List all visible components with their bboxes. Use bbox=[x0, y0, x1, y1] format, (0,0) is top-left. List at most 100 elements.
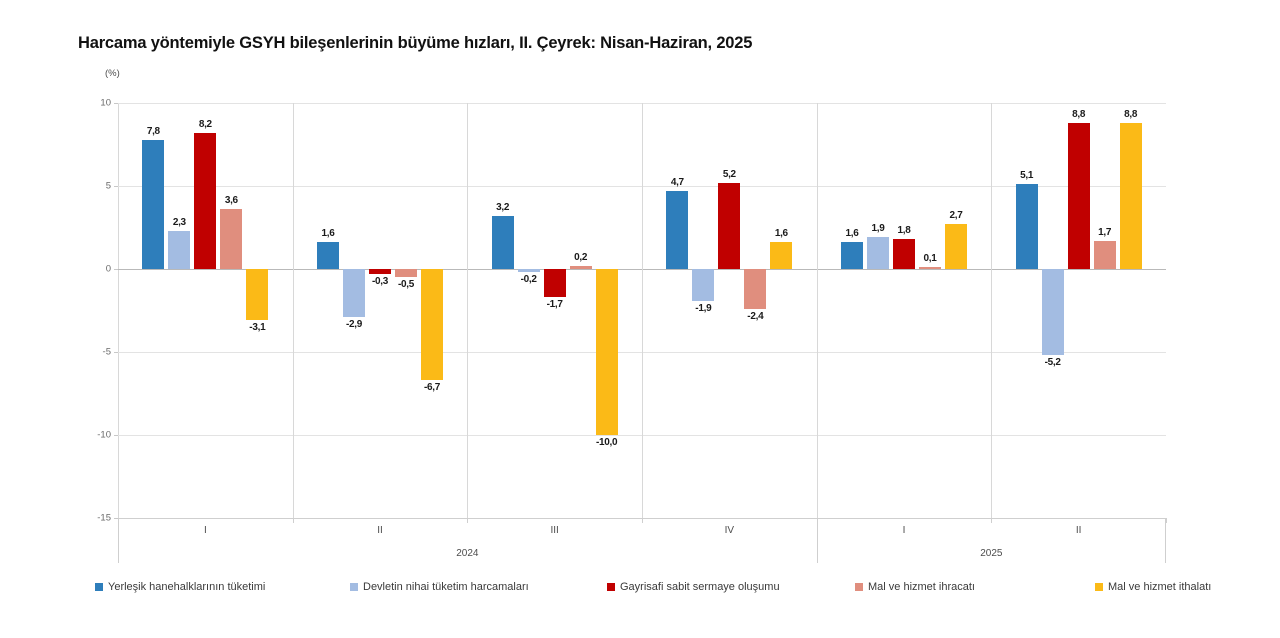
bar-value-label: 1,6 bbox=[774, 228, 788, 240]
bar-group: 5,1 -5,2 8,8 1,7 8,8 bbox=[991, 103, 1166, 518]
y-tick-mark bbox=[114, 103, 118, 104]
bar-value-label: 1,6 bbox=[321, 228, 335, 240]
bar[interactable] bbox=[420, 269, 443, 381]
y-tick-mark bbox=[114, 518, 118, 519]
x-tick-mark bbox=[467, 518, 469, 523]
y-axis-line bbox=[118, 103, 119, 518]
bar[interactable] bbox=[517, 269, 540, 273]
x-axis-right-end bbox=[1165, 518, 1166, 563]
bar[interactable] bbox=[770, 242, 793, 269]
x-quarter-label: II bbox=[1075, 525, 1082, 536]
legend-item[interactable]: Gayrisafi sabit sermaye oluşumu bbox=[607, 581, 780, 593]
group-separator bbox=[642, 103, 643, 518]
bar-value-label: -5,2 bbox=[1044, 357, 1061, 369]
bar[interactable] bbox=[1041, 269, 1064, 356]
bar[interactable] bbox=[569, 265, 592, 269]
page-title: Harcama yöntemiyle GSYH bileşenlerinin b… bbox=[78, 34, 753, 52]
bar[interactable] bbox=[1015, 184, 1038, 269]
bar-value-label: 2,3 bbox=[172, 216, 186, 228]
bar[interactable] bbox=[543, 269, 566, 298]
bar[interactable] bbox=[246, 269, 269, 321]
bar-value-label: 8,2 bbox=[198, 118, 212, 130]
bar-value-label: 8,8 bbox=[1072, 108, 1086, 120]
bar[interactable] bbox=[918, 267, 941, 270]
y-tick-label: -5 bbox=[102, 346, 111, 358]
bar-value-label: 5,1 bbox=[1020, 170, 1034, 182]
y-tick-mark bbox=[114, 186, 118, 187]
legend-item[interactable]: Devletin nihai tüketim harcamaları bbox=[350, 581, 529, 593]
bar[interactable] bbox=[220, 209, 243, 269]
bar-value-label: -1,7 bbox=[546, 299, 563, 311]
group-separator bbox=[816, 103, 818, 518]
y-tick-label: 10 bbox=[100, 97, 111, 109]
x-quarter-label: I bbox=[902, 525, 906, 536]
bar[interactable] bbox=[666, 190, 689, 269]
bar-value-label: -0,2 bbox=[520, 274, 537, 286]
bar[interactable] bbox=[1093, 240, 1116, 269]
bar[interactable] bbox=[892, 239, 915, 269]
bar[interactable] bbox=[394, 269, 417, 278]
axis-unit-label: (%) bbox=[105, 68, 120, 79]
bar[interactable] bbox=[316, 242, 339, 269]
bar[interactable] bbox=[840, 242, 863, 269]
x-quarter-label: I bbox=[203, 525, 207, 536]
x-axis: I II III IV I II 2024 2025 bbox=[118, 518, 1167, 570]
year-separator bbox=[118, 518, 119, 563]
x-quarter-label: IV bbox=[724, 525, 735, 536]
y-tick-label: -10 bbox=[97, 429, 111, 441]
legend-item[interactable]: Mal ve hizmet ithalatı bbox=[1095, 581, 1211, 593]
group-separator bbox=[292, 103, 294, 518]
y-tick-label: 0 bbox=[105, 263, 111, 275]
bar-value-label: 1,9 bbox=[871, 223, 885, 235]
bar[interactable] bbox=[866, 237, 889, 269]
bar-group: 1,6 1,9 1,8 0,1 2,7 bbox=[817, 103, 992, 518]
legend-swatch-icon bbox=[607, 583, 615, 591]
bar-value-label: 3,2 bbox=[496, 201, 510, 213]
bar-value-label: 8,8 bbox=[1124, 108, 1138, 120]
bar[interactable] bbox=[692, 269, 715, 301]
x-tick-mark bbox=[991, 518, 993, 523]
legend-label: Devletin nihai tüketim harcamaları bbox=[363, 581, 529, 593]
group-separator bbox=[467, 103, 469, 518]
bar-value-label: -3,1 bbox=[249, 322, 266, 334]
bar[interactable] bbox=[595, 269, 618, 435]
x-tick-mark bbox=[1166, 518, 1167, 523]
bar-value-label: 1,8 bbox=[897, 225, 911, 237]
bar-value-label: -0,5 bbox=[397, 279, 414, 291]
x-tick-mark bbox=[292, 518, 294, 523]
y-tick-mark bbox=[114, 352, 118, 353]
y-tick-mark bbox=[114, 435, 118, 436]
bar[interactable] bbox=[368, 269, 391, 274]
bar-value-label: 0,1 bbox=[923, 253, 937, 265]
bar[interactable] bbox=[944, 224, 967, 269]
bar[interactable] bbox=[142, 139, 165, 269]
legend-label: Gayrisafi sabit sermaye oluşumu bbox=[620, 581, 780, 593]
bar[interactable] bbox=[1067, 122, 1090, 269]
bar-value-label: -2,4 bbox=[747, 310, 764, 322]
bar[interactable] bbox=[342, 269, 365, 318]
legend-item[interactable]: Mal ve hizmet ihracatı bbox=[855, 581, 975, 593]
bar-value-label: 7,8 bbox=[146, 125, 160, 137]
bar-group: 1,6 -2,9 -0,3 -0,5 -6,7 bbox=[293, 103, 468, 518]
legend-item[interactable]: Yerleşik hanehalklarının tüketimi bbox=[95, 581, 265, 593]
bar-value-label: 2,7 bbox=[949, 210, 963, 222]
x-year-label: 2025 bbox=[980, 548, 1003, 559]
bar-value-label: -6,7 bbox=[423, 382, 440, 394]
y-tick-label: -15 bbox=[97, 512, 111, 524]
bar[interactable] bbox=[1119, 122, 1142, 269]
bar[interactable] bbox=[194, 132, 217, 269]
x-tick-mark bbox=[642, 518, 643, 523]
bar[interactable] bbox=[168, 230, 191, 269]
x-year-label: 2024 bbox=[456, 548, 479, 559]
bar[interactable] bbox=[491, 215, 514, 269]
bar-value-label: -10,0 bbox=[596, 437, 618, 448]
bar-value-label: 1,7 bbox=[1098, 226, 1112, 238]
bar[interactable] bbox=[744, 269, 767, 309]
chart-plot-area: 10 5 0 -5 -10 -15 7,8 2,3 8,2 3,6 -3,1 1,6 -2,9 -0,3… bbox=[97, 98, 1166, 524]
x-quarter-label: III bbox=[550, 525, 559, 536]
bar-value-label: -1,9 bbox=[695, 302, 712, 314]
bar[interactable] bbox=[718, 182, 741, 269]
legend-label: Mal ve hizmet ithalatı bbox=[1108, 581, 1212, 593]
bar-value-label: 0,2 bbox=[574, 251, 588, 263]
bar-value-label: 4,7 bbox=[670, 176, 684, 188]
